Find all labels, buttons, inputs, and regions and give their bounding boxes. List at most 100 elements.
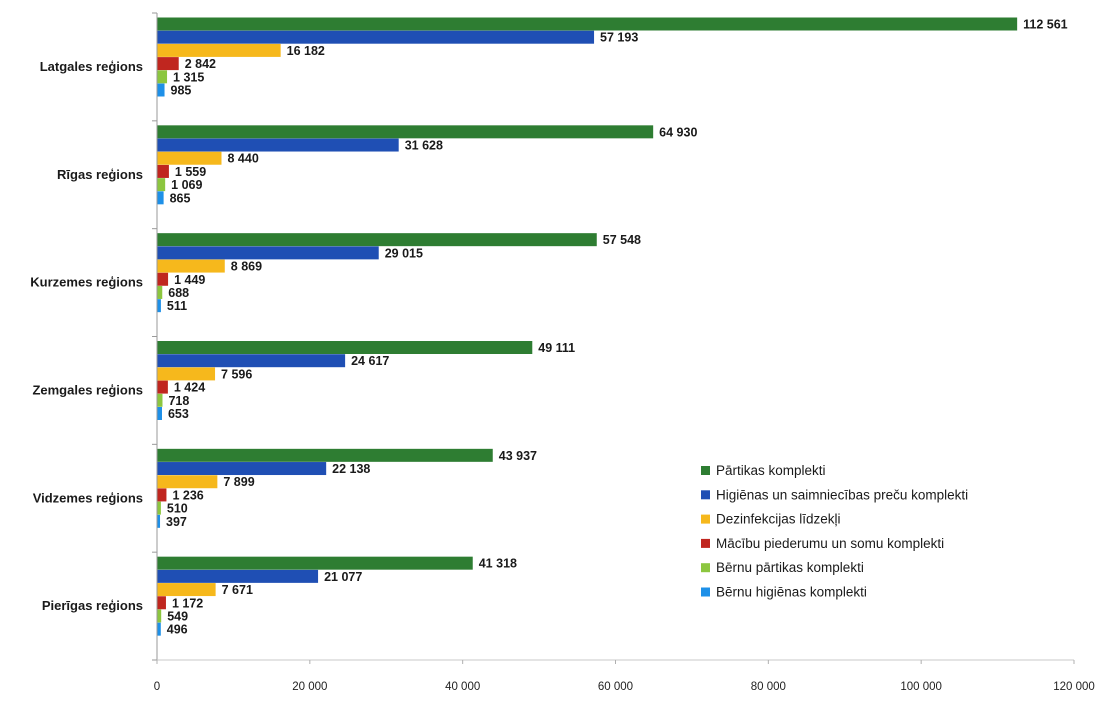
category-label: Kurzemes reģions xyxy=(30,275,143,290)
bar xyxy=(157,583,216,597)
x-tick-label: 120 000 xyxy=(1053,681,1095,693)
data-label: 549 xyxy=(167,609,188,623)
data-label: 718 xyxy=(168,394,189,408)
data-label: 496 xyxy=(167,623,188,637)
legend-swatch xyxy=(701,490,710,500)
data-label: 510 xyxy=(167,502,188,516)
data-label: 57 548 xyxy=(603,233,641,247)
data-label: 2 842 xyxy=(185,57,216,71)
bar xyxy=(157,125,654,139)
legend-label: Bērnu pārtikas komplekti xyxy=(716,560,864,575)
data-label: 985 xyxy=(171,84,192,98)
axis-layer: 0 20 000 40 000 60 000 80 000 100 000 120 000 xyxy=(152,12,1095,693)
category-label: Vidzemes reģions xyxy=(33,490,143,505)
data-label: 8 869 xyxy=(231,260,262,274)
bar xyxy=(157,43,281,57)
bar xyxy=(157,285,163,299)
x-tick-label: 100 000 xyxy=(900,681,942,693)
data-label: 64 930 xyxy=(659,125,697,139)
data-label: 112 561 xyxy=(1023,18,1068,32)
bar xyxy=(157,475,218,489)
data-label: 29 015 xyxy=(385,246,423,260)
bar xyxy=(157,462,327,476)
data-label: 511 xyxy=(167,299,187,313)
legend-label: Pārtikas komplekti xyxy=(716,463,826,478)
data-label: 31 628 xyxy=(405,139,443,153)
legend-label: Dezinfekcijas līdzekļi xyxy=(716,512,841,527)
data-label: 49 111 xyxy=(538,341,575,355)
x-tick-label: 80 000 xyxy=(751,681,786,693)
bar xyxy=(157,596,166,610)
bar xyxy=(157,609,162,623)
data-label: 1 236 xyxy=(172,488,203,502)
x-tick-label: 40 000 xyxy=(445,681,480,693)
labels-layer: Latgales reģions 112 561 57 193 16 182 2 842… xyxy=(30,18,1067,637)
category-label: Rīgas reģions xyxy=(57,167,143,182)
x-tick-label: 0 xyxy=(154,681,160,693)
data-label: 653 xyxy=(168,407,189,421)
bar xyxy=(157,341,533,354)
legend-swatch xyxy=(701,563,710,573)
bar xyxy=(157,354,346,368)
bar xyxy=(157,164,169,178)
data-label: 7 596 xyxy=(221,367,252,381)
bar xyxy=(157,57,179,71)
bar xyxy=(157,70,168,84)
legend-label: Mācību piederumu un somu komplekti xyxy=(716,536,944,551)
legend: Pārtikas komplekti Higiēnas un saimniecīb… xyxy=(701,463,968,600)
category-label: Pierīgas reģions xyxy=(42,598,143,613)
bar xyxy=(157,393,163,407)
bar xyxy=(157,272,169,286)
bar xyxy=(157,501,161,515)
data-label: 1 559 xyxy=(175,165,206,179)
bar xyxy=(157,246,379,260)
legend-label: Higiēnas un saimniecības preču komplekti xyxy=(716,487,968,502)
data-label: 41 318 xyxy=(479,557,517,571)
bar xyxy=(157,30,595,44)
bar xyxy=(157,299,161,313)
bar xyxy=(157,488,167,502)
bar xyxy=(157,407,162,420)
category-label: Latgales reģions xyxy=(40,59,143,74)
bar xyxy=(157,622,161,636)
category-label: Zemgales reģions xyxy=(32,382,143,397)
data-label: 1 449 xyxy=(174,273,205,287)
bar xyxy=(157,556,473,570)
bar xyxy=(157,380,168,394)
bar xyxy=(157,514,161,528)
bar xyxy=(157,233,597,247)
bar xyxy=(157,83,165,97)
data-label: 7 671 xyxy=(222,583,253,597)
data-label: 57 193 xyxy=(600,31,638,45)
legend-swatch xyxy=(701,514,710,524)
data-label: 7 899 xyxy=(223,475,254,489)
data-label: 16 182 xyxy=(287,44,325,58)
data-label: 22 138 xyxy=(332,462,370,476)
data-label: 1 069 xyxy=(171,178,202,192)
x-tick-label: 60 000 xyxy=(598,681,633,693)
bar xyxy=(157,17,1018,31)
bar xyxy=(157,367,216,381)
x-tick-label: 20 000 xyxy=(292,681,327,693)
data-label: 21 077 xyxy=(324,570,362,584)
data-label: 24 617 xyxy=(351,354,389,368)
bar xyxy=(157,138,399,152)
data-label: 1 172 xyxy=(172,596,203,610)
bar xyxy=(157,151,222,165)
legend-swatch xyxy=(701,587,710,597)
bar xyxy=(157,569,319,583)
data-label: 397 xyxy=(166,515,187,529)
legend-swatch xyxy=(701,538,710,548)
legend-swatch xyxy=(701,466,710,475)
data-label: 1 315 xyxy=(173,70,204,84)
bar xyxy=(157,448,493,462)
data-label: 688 xyxy=(168,286,189,300)
data-label: 8 440 xyxy=(227,152,258,166)
bar xyxy=(157,259,225,273)
legend-label: Bērnu higiēnas komplekti xyxy=(716,585,867,600)
bars-layer xyxy=(157,17,1018,636)
data-label: 865 xyxy=(170,191,191,205)
data-label: 43 937 xyxy=(499,449,537,463)
